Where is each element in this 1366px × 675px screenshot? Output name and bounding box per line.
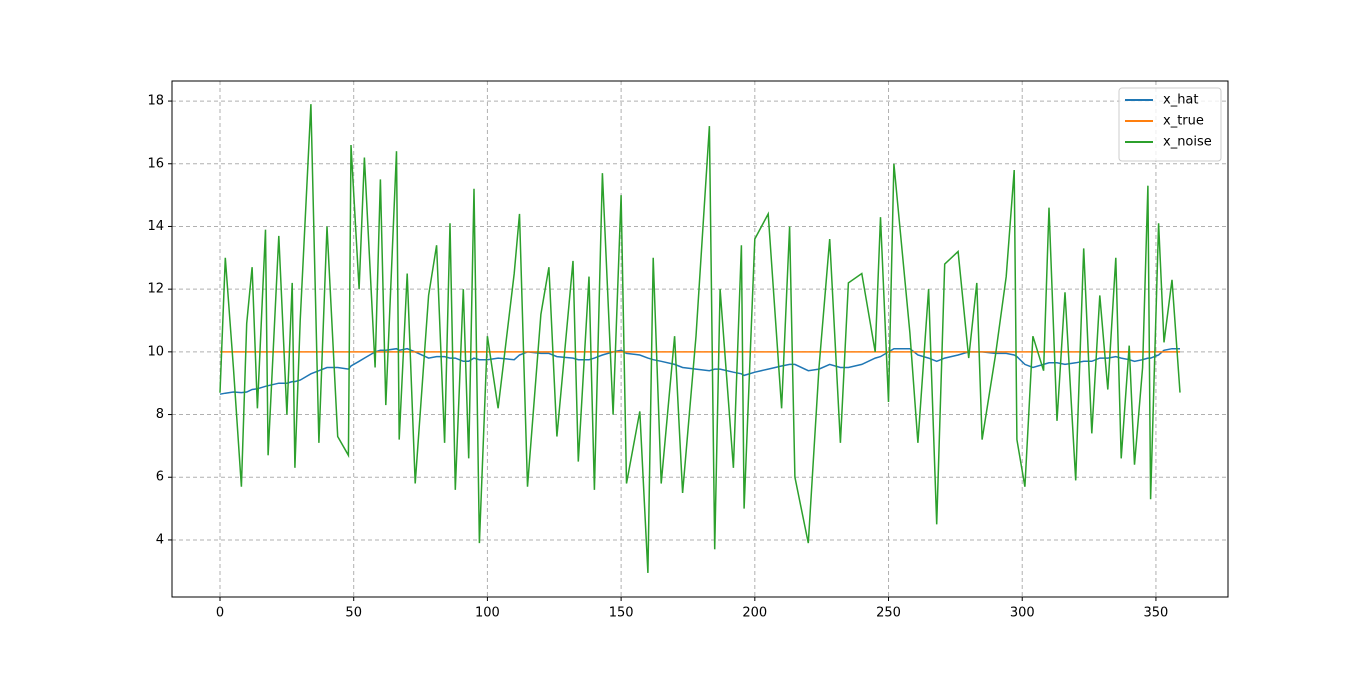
legend: x_hat x_true x_noise: [1118, 87, 1222, 162]
y-tick-label: 6: [156, 470, 164, 485]
plot-frame: [171, 80, 1229, 598]
x-tick-label: 200: [742, 606, 767, 621]
x-tick-label: 350: [1144, 606, 1169, 621]
line-series: [219, 347, 1180, 395]
x-tick-label: 50: [345, 606, 362, 621]
legend-label: x_noise: [1163, 135, 1212, 150]
x-tick-label: 0: [216, 606, 224, 621]
y-tick-label: 16: [147, 156, 164, 171]
y-tick-label: 10: [147, 344, 164, 359]
plot-area: [172, 81, 1228, 597]
legend-label: x_true: [1163, 114, 1204, 129]
y-tick-label: 8: [156, 407, 164, 422]
x-tick-label: 250: [876, 606, 901, 621]
x-tick-label: 300: [1010, 606, 1035, 621]
y-tick-label: 14: [147, 219, 164, 234]
y-tick-label: 18: [147, 94, 164, 109]
y-tick-label: 4: [156, 532, 164, 547]
legend-label: x_hat: [1163, 93, 1199, 108]
x-tick-label: 150: [609, 606, 634, 621]
y-tick-label: 12: [147, 282, 164, 297]
line-series: [219, 104, 1181, 573]
x-tick-label: 100: [475, 606, 500, 621]
